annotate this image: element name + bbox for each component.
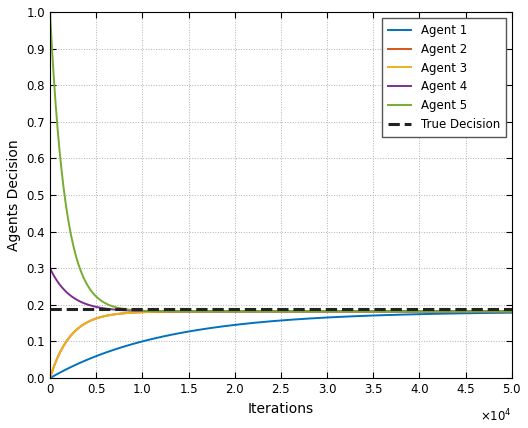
- Agent 1: [214, 324, 220, 330]
- Agent 1: [508, 310, 515, 315]
- Agent 2: [340, 309, 346, 314]
- Agent 1: [47, 375, 53, 380]
- Agent 4: [508, 309, 515, 314]
- Line: Agent 2: Agent 2: [50, 312, 512, 378]
- Line: Agent 3: Agent 3: [50, 312, 512, 378]
- Agent 5: [47, 9, 53, 15]
- Agent 3: [340, 309, 346, 314]
- True Decision: [47, 306, 53, 311]
- Agent 4: [320, 309, 326, 314]
- Agent 3: [414, 309, 420, 314]
- Agent 5: [320, 309, 326, 314]
- Agent 3: [320, 309, 326, 314]
- Agent 4: [414, 309, 420, 314]
- Agent 2: [214, 309, 220, 314]
- Line: Agent 5: Agent 5: [50, 12, 512, 312]
- Agent 4: [70, 295, 77, 300]
- Agent 4: [340, 309, 346, 314]
- True Decision: [47, 306, 53, 311]
- Agent 5: [214, 309, 220, 314]
- Agent 1: [414, 312, 420, 317]
- Agent 4: [214, 309, 220, 314]
- Agent 5: [414, 309, 420, 314]
- Agent 2: [70, 330, 77, 336]
- Agent 5: [340, 309, 346, 314]
- Agent 2: [508, 309, 515, 314]
- X-axis label: Iterations: Iterations: [248, 401, 314, 416]
- Agent 4: [389, 309, 395, 314]
- Text: $\times10^4$: $\times10^4$: [480, 407, 512, 424]
- Agent 3: [389, 309, 395, 314]
- Agent 2: [320, 309, 326, 314]
- Agent 3: [47, 375, 53, 380]
- Agent 2: [47, 375, 53, 380]
- Agent 5: [389, 309, 395, 314]
- Y-axis label: Agents Decision: Agents Decision: [7, 139, 21, 251]
- Agent 2: [414, 309, 420, 314]
- Agent 1: [70, 363, 77, 369]
- Agent 3: [508, 309, 515, 314]
- Line: Agent 4: Agent 4: [50, 268, 512, 312]
- Agent 1: [389, 312, 395, 318]
- Agent 4: [47, 266, 53, 271]
- Agent 1: [340, 314, 346, 319]
- Legend: Agent 1, Agent 2, Agent 3, Agent 4, Agent 5, True Decision: Agent 1, Agent 2, Agent 3, Agent 4, Agen…: [382, 18, 506, 137]
- Agent 3: [214, 309, 220, 314]
- Agent 5: [70, 243, 77, 248]
- Agent 3: [70, 330, 77, 336]
- Agent 5: [508, 309, 515, 314]
- Line: Agent 1: Agent 1: [50, 313, 512, 378]
- Agent 2: [389, 309, 395, 314]
- Agent 1: [320, 315, 326, 320]
